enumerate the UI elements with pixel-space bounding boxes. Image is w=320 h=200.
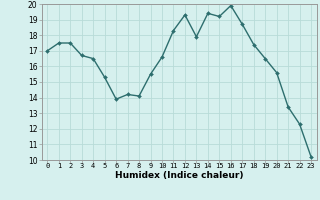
X-axis label: Humidex (Indice chaleur): Humidex (Indice chaleur) bbox=[115, 171, 244, 180]
